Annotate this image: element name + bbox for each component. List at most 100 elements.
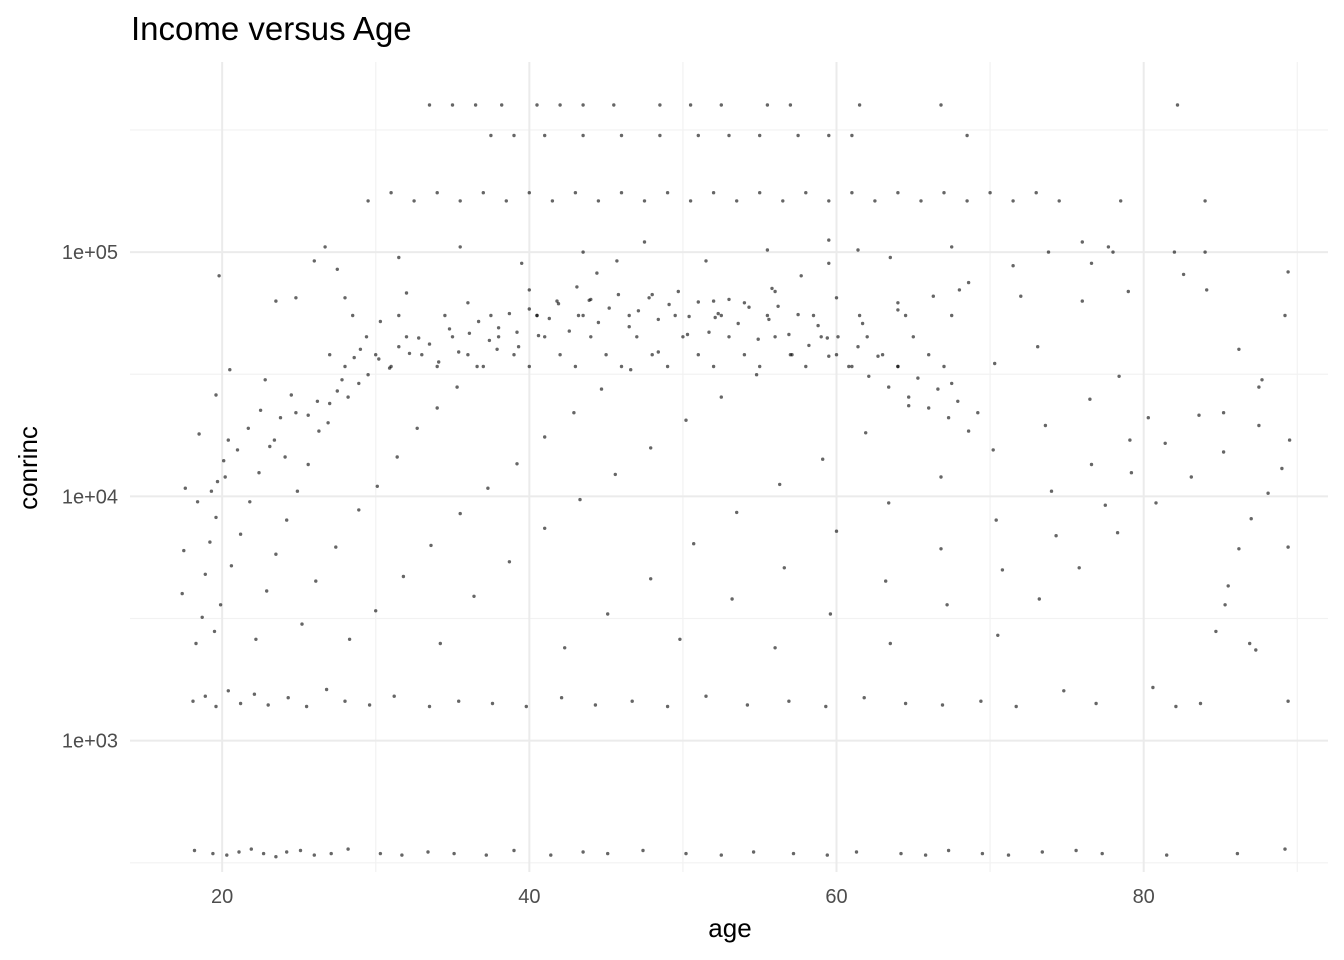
data-point — [420, 353, 424, 357]
data-point — [312, 853, 316, 857]
data-point — [1181, 272, 1186, 277]
data-point — [627, 325, 631, 329]
data-point — [515, 462, 519, 466]
data-point — [496, 326, 501, 330]
data-point — [862, 696, 866, 700]
data-point — [865, 335, 869, 339]
data-point — [650, 292, 654, 297]
data-point — [735, 199, 739, 203]
data-point — [903, 313, 908, 318]
data-point — [573, 191, 578, 195]
data-point — [306, 462, 310, 467]
data-point — [1237, 547, 1241, 551]
data-point — [404, 335, 409, 339]
data-point — [765, 248, 770, 252]
data-point — [375, 484, 379, 488]
data-point — [827, 199, 831, 203]
data-point — [828, 612, 833, 616]
data-point — [791, 851, 796, 856]
data-point — [228, 368, 232, 372]
data-point — [681, 335, 685, 339]
data-point — [351, 313, 355, 318]
data-point — [804, 191, 808, 195]
data-point — [864, 431, 868, 435]
data-point — [450, 103, 455, 107]
data-point — [816, 323, 820, 328]
data-point — [367, 703, 372, 707]
data-point — [767, 317, 771, 322]
data-point — [466, 353, 470, 357]
data-point — [500, 103, 504, 107]
data-point — [589, 297, 593, 302]
data-point — [950, 381, 954, 386]
data-point — [1000, 568, 1005, 572]
data-point — [1100, 851, 1104, 856]
data-point — [593, 703, 598, 707]
data-point — [334, 545, 338, 549]
data-point — [200, 615, 204, 619]
data-point — [1111, 250, 1115, 254]
data-point — [328, 401, 332, 406]
data-point — [1043, 423, 1048, 428]
data-point — [1088, 397, 1092, 401]
data-point — [773, 289, 777, 294]
data-point — [1154, 501, 1158, 505]
data-point — [888, 641, 892, 646]
data-point — [507, 311, 512, 316]
data-point — [707, 330, 711, 334]
data-point — [512, 353, 516, 357]
grid-lines — [130, 62, 1328, 872]
data-point — [647, 296, 651, 300]
data-point — [965, 133, 969, 138]
data-point — [927, 406, 931, 410]
data-point — [466, 301, 470, 305]
data-point — [667, 302, 671, 307]
data-point — [389, 191, 393, 195]
data-point — [629, 368, 633, 372]
data-point — [274, 299, 278, 303]
data-point — [847, 364, 851, 369]
x-tick-label: 40 — [518, 886, 540, 908]
data-point — [747, 305, 751, 309]
data-point — [825, 336, 829, 340]
data-point — [490, 701, 495, 706]
data-point — [452, 851, 456, 856]
data-point — [616, 292, 621, 297]
data-point — [1080, 299, 1085, 303]
data-point — [1006, 853, 1011, 857]
data-point — [887, 385, 891, 389]
data-point — [942, 191, 946, 195]
data-point — [957, 288, 962, 292]
data-point — [437, 360, 441, 364]
data-point — [203, 694, 207, 698]
data-point — [335, 267, 339, 271]
data-point — [1280, 466, 1284, 471]
data-point — [596, 320, 601, 325]
data-point — [211, 851, 215, 856]
data-point — [946, 848, 951, 853]
data-point — [258, 408, 263, 412]
data-point — [827, 238, 831, 242]
data-point — [607, 306, 611, 310]
data-point — [578, 497, 582, 502]
data-point — [543, 526, 547, 530]
data-point — [203, 572, 207, 576]
data-point — [939, 103, 943, 107]
data-point — [742, 353, 747, 357]
data-point — [676, 289, 680, 294]
data-point — [222, 459, 226, 463]
data-point — [673, 313, 677, 318]
data-point — [1203, 250, 1207, 254]
data-point — [656, 350, 660, 354]
data-point — [581, 133, 585, 138]
data-point — [857, 313, 862, 318]
data-point — [558, 103, 562, 107]
data-point — [476, 319, 481, 324]
data-point — [649, 446, 653, 450]
data-point — [473, 103, 478, 107]
data-point — [248, 500, 252, 504]
data-point — [395, 455, 399, 459]
data-point — [980, 851, 985, 856]
data-point — [896, 191, 900, 195]
data-point — [455, 385, 459, 389]
